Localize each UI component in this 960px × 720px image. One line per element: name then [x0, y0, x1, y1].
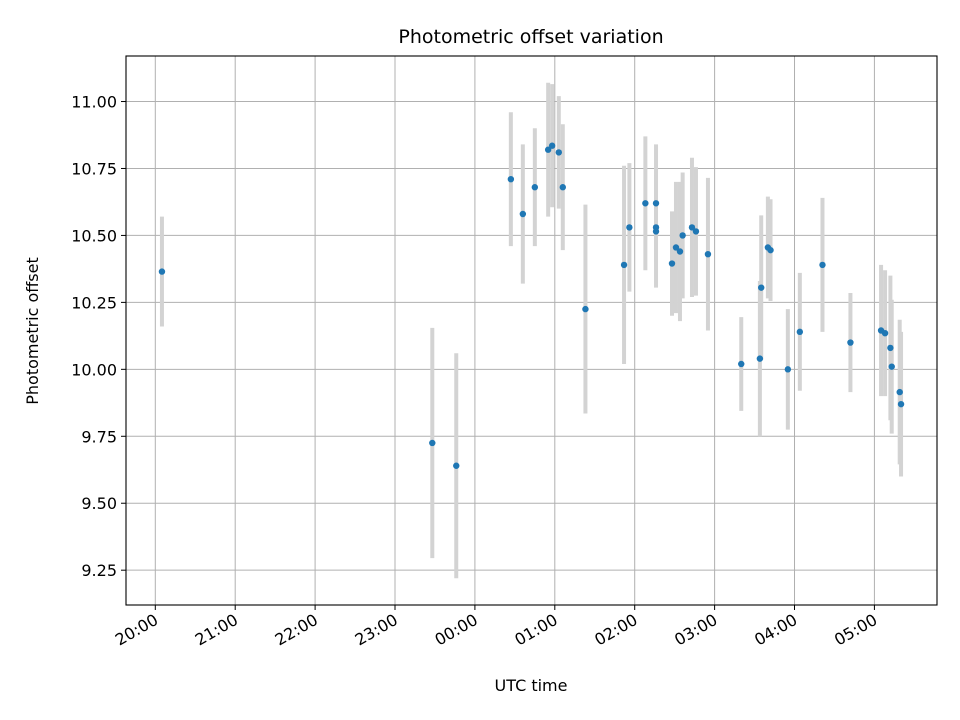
data-point: [548, 142, 556, 149]
data-point: [453, 462, 460, 469]
chart-title: Photometric offset variation: [398, 26, 663, 48]
data-point: [429, 439, 436, 447]
y-axis-ticks: 9.25 9.50 9.75 10.00 10.25 10.50 10.75 11.00: [71, 93, 126, 580]
data-point: [531, 184, 539, 191]
y-tick-label: 10.75: [71, 159, 117, 178]
data-point: [819, 261, 826, 269]
data-point: [582, 305, 589, 313]
data-point: [158, 268, 166, 275]
data-point: [847, 339, 854, 346]
data-point: [767, 246, 774, 254]
data-points: [158, 142, 905, 469]
data-point: [544, 146, 552, 153]
data-point: [652, 200, 660, 207]
data-point: [888, 363, 895, 370]
data-point: [507, 175, 515, 183]
data-point: [692, 228, 700, 235]
data-point: [897, 400, 905, 408]
data-point: [555, 149, 562, 156]
data-point: [887, 344, 894, 352]
data-point: [784, 366, 792, 373]
y-tick-label: 9.25: [81, 561, 117, 580]
y-tick-label: 9.75: [81, 427, 117, 446]
data-point: [519, 210, 527, 218]
plot-frame: [125, 55, 938, 606]
y-tick-label: 10.25: [71, 293, 117, 312]
data-point: [738, 360, 745, 368]
data-point: [620, 261, 628, 269]
data-point: [559, 184, 566, 191]
x-axis-label: UTC time: [495, 676, 568, 695]
data-point: [642, 200, 649, 207]
data-point: [679, 232, 686, 239]
data-point: [758, 284, 765, 291]
data-point: [881, 329, 889, 337]
y-tick-label: 10.50: [71, 226, 117, 245]
y-tick-label: 9.50: [81, 494, 117, 513]
data-point: [668, 260, 676, 267]
data-point: [672, 244, 680, 251]
data-point: [704, 250, 712, 258]
data-point: [796, 328, 804, 336]
data-point: [652, 228, 660, 235]
y-axis-label: Photometric offset: [23, 257, 42, 405]
data-point: [676, 248, 684, 255]
y-tick-label: 10.00: [71, 360, 117, 379]
data-point: [896, 388, 903, 396]
data-point: [626, 224, 633, 231]
data-point: [756, 355, 764, 362]
y-tick-label: 11.00: [71, 93, 117, 112]
data-point: [688, 224, 696, 231]
